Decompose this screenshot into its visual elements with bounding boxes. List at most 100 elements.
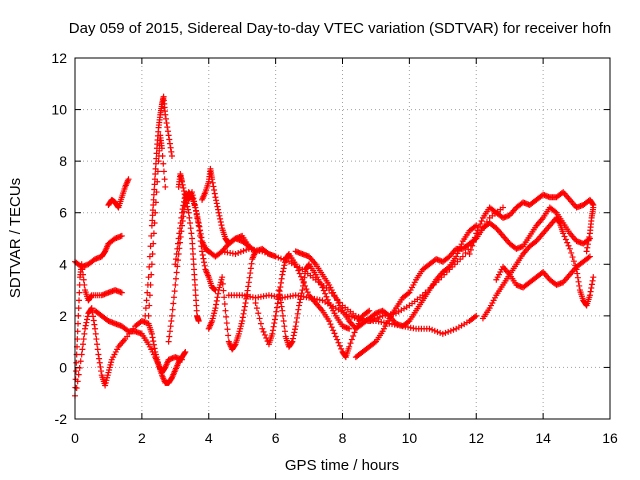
data-point <box>352 312 359 319</box>
data-point <box>192 292 199 299</box>
data-point <box>90 317 97 324</box>
data-point <box>471 313 478 320</box>
data-point <box>277 283 284 290</box>
data-point <box>271 320 278 327</box>
data-point <box>196 227 203 234</box>
data-point <box>500 204 506 211</box>
data-point <box>76 364 83 371</box>
data-point <box>585 254 592 261</box>
data-point <box>261 331 268 338</box>
data-point <box>275 287 282 294</box>
data-point <box>183 200 190 207</box>
data-point <box>190 256 197 263</box>
data-point <box>278 275 285 282</box>
data-point <box>147 281 154 288</box>
data-point <box>197 238 204 245</box>
data-point <box>195 318 202 325</box>
data-point <box>292 261 299 268</box>
data-point <box>181 191 188 198</box>
data-point <box>76 297 83 304</box>
data-point <box>253 305 260 312</box>
data-point <box>269 252 276 259</box>
data-point <box>277 295 284 302</box>
data-point <box>569 254 576 261</box>
data-point <box>248 260 255 267</box>
data-point <box>159 152 166 159</box>
data-point <box>170 294 177 301</box>
data-point <box>74 328 81 335</box>
data-point <box>242 299 249 306</box>
data-point <box>334 336 341 343</box>
data-point <box>302 270 309 277</box>
series-track-16 <box>275 261 353 350</box>
data-point <box>223 313 230 320</box>
x-tick-label: 14 <box>535 430 551 446</box>
data-point <box>374 314 381 321</box>
data-point <box>125 176 132 183</box>
data-point <box>173 269 180 276</box>
data-point <box>223 320 230 327</box>
data-point <box>191 201 198 208</box>
data-point <box>183 197 190 204</box>
y-tick-label: 6 <box>59 205 67 221</box>
data-point <box>209 176 216 183</box>
data-point <box>277 279 284 286</box>
data-point <box>351 329 358 336</box>
data-point <box>197 232 204 239</box>
data-point <box>173 250 180 257</box>
data-point <box>80 341 87 348</box>
data-point <box>79 266 86 273</box>
data-point <box>194 215 201 222</box>
data-point <box>182 194 189 201</box>
data-point <box>171 288 178 295</box>
data-point <box>439 330 446 337</box>
data-point <box>346 312 353 319</box>
data-point <box>88 305 95 312</box>
data-point <box>192 287 199 294</box>
data-point <box>195 222 202 229</box>
data-point <box>335 339 342 346</box>
data-point <box>260 328 267 335</box>
data-point <box>76 289 83 296</box>
data-point <box>94 341 101 348</box>
data-point <box>178 214 185 221</box>
data-point <box>279 307 286 314</box>
data-point <box>91 321 98 328</box>
data-point <box>168 312 175 319</box>
data-point <box>267 251 274 258</box>
data-point <box>190 195 197 202</box>
data-point <box>294 264 301 271</box>
x-tick-label: 16 <box>602 430 618 446</box>
data-point <box>96 355 103 362</box>
data-point <box>274 300 281 307</box>
data-point <box>590 274 597 281</box>
data-point <box>172 256 179 263</box>
data-point <box>237 248 244 255</box>
data-point <box>296 270 303 277</box>
data-point <box>213 200 220 207</box>
data-point <box>240 247 247 254</box>
data-point <box>300 278 307 285</box>
data-point <box>474 227 481 234</box>
data-point <box>81 281 88 288</box>
y-tick-label: 2 <box>59 308 67 324</box>
data-point <box>214 294 221 301</box>
data-point <box>201 262 208 269</box>
data-point <box>269 330 276 337</box>
data-point <box>200 255 207 262</box>
data-point <box>450 326 457 333</box>
data-point <box>570 258 577 265</box>
data-point <box>320 287 327 294</box>
data-point <box>586 233 593 240</box>
data-point <box>160 160 167 167</box>
data-point <box>442 329 449 336</box>
data-point <box>269 327 276 334</box>
data-point <box>177 220 184 227</box>
data-point <box>148 271 155 278</box>
data-point <box>97 363 104 370</box>
data-point <box>191 276 198 283</box>
data-point <box>162 183 169 190</box>
data-point <box>270 323 277 330</box>
data-point <box>299 287 306 294</box>
data-point <box>585 237 592 244</box>
